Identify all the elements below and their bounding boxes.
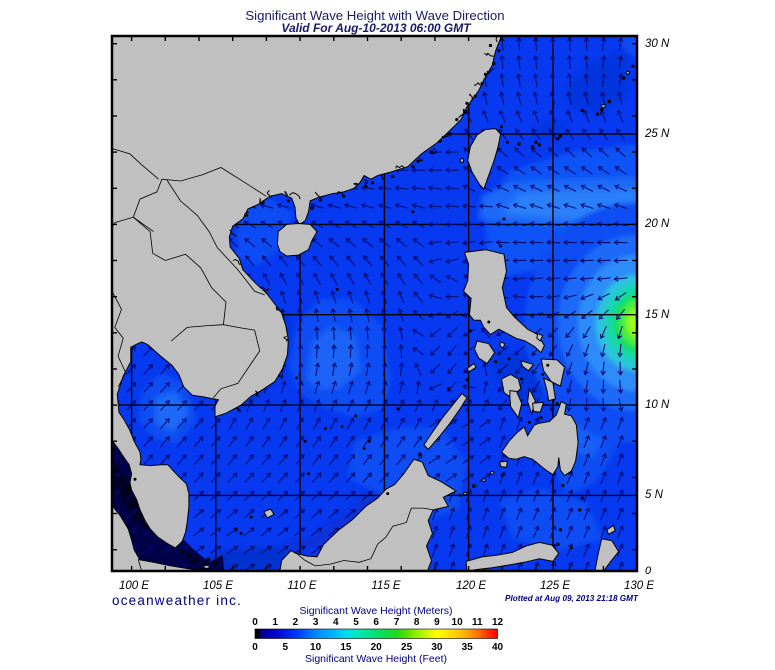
svg-text:6: 6: [373, 617, 379, 628]
svg-text:8: 8: [414, 617, 420, 628]
svg-text:9: 9: [434, 617, 440, 628]
svg-text:1: 1: [272, 617, 278, 628]
svg-text:10: 10: [452, 617, 464, 628]
svg-text:20: 20: [371, 642, 383, 653]
svg-text:12: 12: [492, 617, 504, 628]
svg-text:25 N: 25 N: [644, 128, 670, 140]
svg-text:110 E: 110 E: [287, 580, 317, 592]
svg-text:Significant Wave Height with W: Significant Wave Height with Wave Direct…: [245, 8, 504, 23]
svg-text:7: 7: [394, 617, 400, 628]
svg-text:Valid For Aug-10-2013 06:00 GM: Valid For Aug-10-2013 06:00 GMT: [281, 21, 472, 35]
svg-text:15: 15: [340, 642, 352, 653]
svg-text:30: 30: [431, 642, 443, 653]
svg-text:40: 40: [492, 642, 504, 653]
svg-text:5: 5: [283, 642, 289, 653]
svg-text:10 N: 10 N: [645, 399, 670, 411]
svg-text:130 E: 130 E: [624, 580, 654, 592]
svg-text:5 N: 5 N: [645, 489, 664, 501]
svg-text:105 E: 105 E: [203, 580, 233, 592]
svg-text:100 E: 100 E: [119, 580, 149, 592]
svg-text:11: 11: [472, 617, 483, 628]
svg-text:Significant Wave Height (Meter: Significant Wave Height (Meters): [299, 605, 452, 617]
svg-text:oceanweather inc.: oceanweather inc.: [112, 593, 242, 608]
svg-text:25: 25: [401, 642, 413, 653]
svg-text:125 E: 125 E: [540, 580, 570, 592]
svg-text:10: 10: [310, 642, 322, 653]
svg-text:0: 0: [252, 617, 258, 628]
svg-text:Significant Wave Height (Feet): Significant Wave Height (Feet): [305, 653, 447, 665]
svg-text:20 N: 20 N: [644, 218, 670, 230]
svg-text:Plotted at Aug 09, 2013 21:18: Plotted at Aug 09, 2013 21:18 GMT: [505, 594, 639, 603]
svg-text:120 E: 120 E: [456, 580, 486, 592]
svg-text:3: 3: [313, 617, 319, 628]
svg-text:35: 35: [462, 642, 474, 653]
svg-text:0: 0: [645, 565, 652, 577]
svg-text:115 E: 115 E: [371, 580, 401, 592]
svg-text:0: 0: [252, 642, 258, 653]
svg-text:15 N: 15 N: [645, 309, 670, 321]
svg-text:5: 5: [353, 617, 359, 628]
svg-text:2: 2: [293, 617, 299, 628]
svg-text:30 N: 30 N: [645, 38, 670, 50]
svg-text:4: 4: [333, 617, 339, 628]
